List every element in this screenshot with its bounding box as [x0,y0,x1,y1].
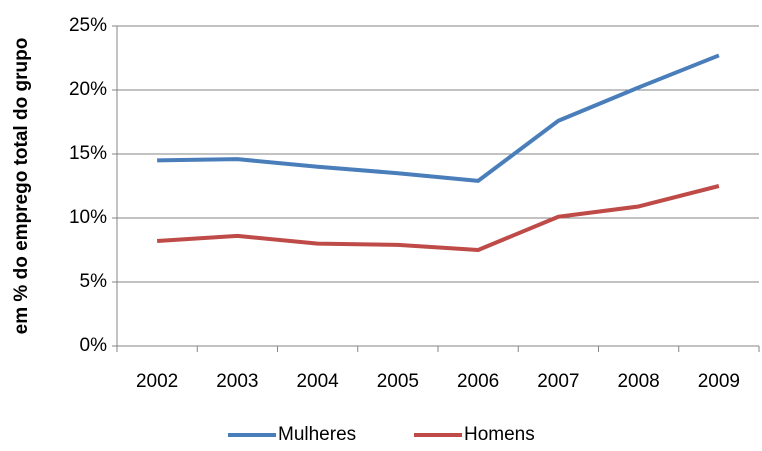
x-tick-label: 2002 [136,371,178,392]
y-tick-label: 10% [69,207,107,228]
y-tick-label: 0% [80,335,108,356]
data-line [157,53,720,183]
y-tick-label: 5% [80,271,108,292]
y-tick-label: 25% [69,15,107,36]
y-tick-label: 20% [69,79,107,100]
x-tick-label: 2005 [377,371,419,392]
data-line [156,184,720,252]
y-axis-label: em % do emprego total do grupo [11,38,32,335]
y-tick-label: 15% [69,143,107,164]
x-tick-label: 2003 [216,371,258,392]
x-tick-label: 2006 [457,371,499,392]
legend-label: Mulheres [278,424,356,445]
x-tick-label: 2009 [698,371,740,392]
legend-label: Homens [464,424,535,445]
x-tick-label: 2008 [617,371,659,392]
x-tick-label: 2007 [537,371,579,392]
x-tick-label: 2004 [296,371,339,392]
